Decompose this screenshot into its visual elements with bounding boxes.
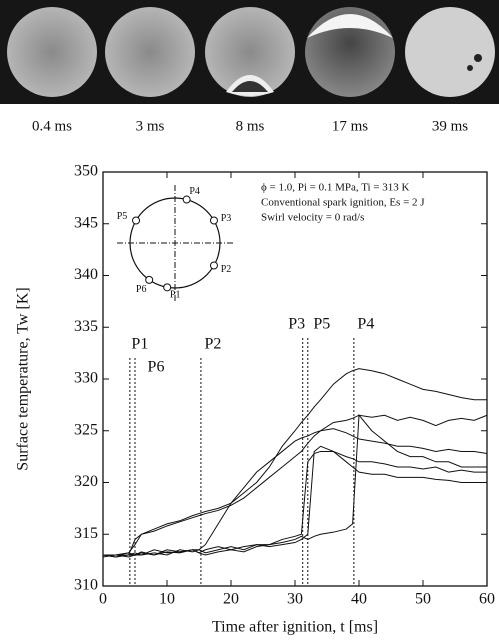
y-tick-label: 315 bbox=[74, 525, 98, 542]
x-tick-label: 50 bbox=[415, 591, 431, 608]
x-tick-label: 20 bbox=[223, 591, 239, 608]
y-tick-label: 310 bbox=[74, 577, 98, 594]
x-axis-label: Time after ignition, t [ms] bbox=[212, 619, 378, 636]
sensor-label: P6 bbox=[136, 284, 147, 295]
sensor bbox=[145, 275, 154, 284]
series-line bbox=[103, 413, 487, 556]
photo bbox=[405, 7, 495, 97]
series-line bbox=[103, 414, 488, 556]
y-tick-label: 335 bbox=[74, 318, 98, 335]
photo-label: 8 ms bbox=[236, 118, 265, 134]
marker-label: P1 bbox=[131, 336, 148, 353]
y-axis-label: Surface temperature, Tw [K] bbox=[15, 287, 32, 470]
sensor-label: P5 bbox=[117, 211, 128, 222]
flame bbox=[307, 14, 393, 38]
marker-label: P6 bbox=[148, 359, 165, 376]
series-line bbox=[102, 368, 487, 558]
sensor-label: P3 bbox=[221, 213, 232, 224]
sensor-label: P2 bbox=[221, 264, 232, 275]
photos bbox=[7, 7, 495, 97]
x-tick-label: 0 bbox=[99, 591, 107, 608]
photo-label: 0.4 ms bbox=[32, 118, 72, 134]
y-tick-label: 325 bbox=[74, 421, 98, 438]
sensor bbox=[209, 261, 218, 270]
photo bbox=[205, 7, 295, 97]
spot bbox=[467, 65, 473, 71]
annotation: Conventional spark ignition, Es = 2 J bbox=[261, 197, 425, 209]
sensor-label: P1 bbox=[170, 290, 181, 301]
sensor bbox=[132, 216, 141, 225]
y-tick-label: 330 bbox=[74, 370, 98, 387]
photo-label: 17 ms bbox=[332, 118, 368, 134]
marker-label: P4 bbox=[357, 316, 374, 333]
photo-label: 39 ms bbox=[432, 118, 468, 134]
photo bbox=[7, 7, 97, 97]
y-tick-label: 350 bbox=[74, 163, 98, 180]
x-tick-label: 30 bbox=[287, 591, 303, 608]
annotation: Swirl velocity = 0 rad/s bbox=[261, 212, 364, 224]
sensor bbox=[209, 216, 218, 225]
x-tick-label: 60 bbox=[479, 591, 495, 608]
marker-label: P2 bbox=[204, 336, 221, 353]
x-tick-label: 40 bbox=[351, 591, 367, 608]
sensor bbox=[182, 195, 191, 204]
sensor-label: P4 bbox=[189, 186, 200, 197]
annotation: ϕ = 1.0, Pi = 0.1 MPa, Ti = 313 K bbox=[261, 182, 410, 194]
y-tick-label: 320 bbox=[74, 473, 98, 490]
x-tick-label: 10 bbox=[159, 591, 175, 608]
marker-label: P5 bbox=[313, 316, 330, 333]
sensor bbox=[163, 283, 172, 292]
y-tick-label: 340 bbox=[74, 266, 98, 283]
photo bbox=[105, 7, 195, 97]
spot bbox=[474, 54, 482, 62]
y-tick-label: 345 bbox=[74, 214, 98, 231]
flame-core bbox=[232, 81, 268, 92]
series-line bbox=[102, 428, 488, 558]
series-line bbox=[102, 445, 487, 558]
plot-frame bbox=[102, 171, 488, 587]
photo-label: 3 ms bbox=[136, 118, 165, 134]
marker-label: P3 bbox=[288, 316, 305, 333]
series-line bbox=[103, 450, 487, 558]
